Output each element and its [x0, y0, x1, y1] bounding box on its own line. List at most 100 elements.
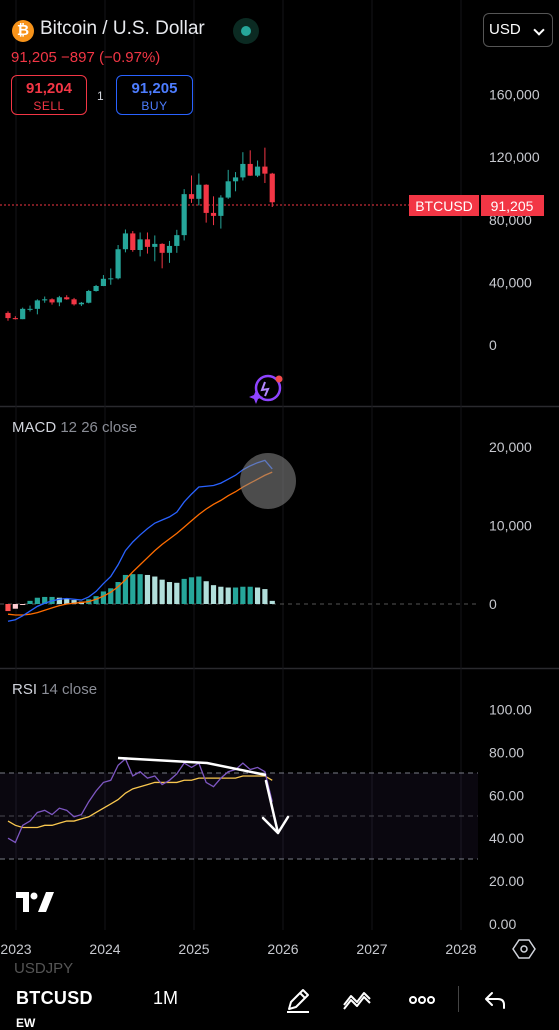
macd-histogram-bar: [210, 585, 217, 604]
macd-histogram-bar: [188, 577, 195, 604]
spread-value: 1: [97, 89, 104, 103]
macd-tick-label: 20,000: [489, 439, 532, 455]
macd-histogram-bar: [64, 598, 70, 604]
price-change: 91,205 −897 (−0.97%): [11, 49, 161, 66]
macd-axis[interactable]: 20,000 10,000 0: [489, 439, 532, 612]
symbol-header: ₿ Bitcoin / U.S. Dollar 91,205 −897 (−0.…: [0, 0, 559, 130]
price-tick-label: 0: [489, 337, 497, 353]
interval-button[interactable]: 1M: [153, 988, 179, 1008]
market-status-icon[interactable]: [233, 18, 259, 44]
macd-histogram-bar: [203, 581, 209, 604]
macd-histogram-bar: [34, 597, 40, 604]
down-arrow-drawing[interactable]: [261, 779, 290, 835]
price-tag-price: 91,205: [491, 198, 534, 214]
buy-button[interactable]: 91,205 BUY: [116, 75, 193, 115]
candle-body: [166, 245, 173, 253]
candle-body: [42, 299, 48, 301]
time-tick-label: 2023: [0, 941, 31, 957]
candle-body: [210, 212, 217, 216]
candle-body: [78, 302, 84, 305]
macd-histogram-bar: [240, 586, 246, 604]
rsi-ma-line: [7, 775, 273, 829]
price-candles: [5, 147, 275, 321]
macd-histogram-bar: [181, 578, 187, 604]
time-tick-label: 2025: [178, 941, 209, 957]
sell-button[interactable]: 91,204 SELL: [11, 75, 87, 115]
macd-histogram-bar: [122, 574, 129, 604]
macd-params: 12 26 close: [60, 419, 138, 436]
macd-histogram-bar: [174, 582, 180, 604]
macd-name: MACD: [12, 419, 57, 436]
sparkle-assistant-icon[interactable]: [249, 374, 283, 405]
bitcoin-logo-icon: ₿: [12, 20, 34, 42]
rsi-legend[interactable]: RSI 14 close: [12, 681, 97, 698]
candle-body: [49, 299, 55, 303]
currency-selector[interactable]: USD: [483, 13, 553, 47]
next-symbol[interactable]: EW: [16, 1016, 36, 1030]
macd-histogram-bar: [71, 600, 77, 604]
candle-body: [93, 285, 99, 292]
rsi-axis[interactable]: 100.00 80.00 60.00 40.00 20.00 0.00: [489, 702, 532, 933]
chart-settings-icon[interactable]: [512, 939, 536, 959]
macd-histogram: [5, 574, 275, 612]
macd-histogram-bar: [12, 604, 18, 609]
macd-histogram-bar: [232, 587, 239, 604]
macd-histogram-bar: [159, 579, 165, 604]
previous-symbol[interactable]: USDJPY: [14, 960, 74, 977]
buy-label: BUY: [141, 99, 168, 113]
macd-histogram-bar: [225, 587, 231, 604]
indicators-icon[interactable]: [342, 985, 372, 1015]
macd-histogram-bar: [42, 596, 48, 604]
macd-histogram-bar: [269, 600, 275, 604]
candle-body: [188, 194, 195, 199]
price-tick-label: 40,000: [489, 274, 532, 290]
macd-histogram-bar: [108, 588, 114, 604]
candle-body: [232, 177, 239, 182]
candle-body: [137, 239, 143, 251]
symbol-button[interactable]: BTCUSD: [16, 988, 93, 1008]
rsi-params: 14 close: [41, 681, 98, 698]
macd-line: [7, 459, 273, 622]
candle-body: [247, 163, 253, 176]
more-options-icon[interactable]: [407, 985, 437, 1015]
candle-body: [196, 184, 202, 199]
candle-body: [115, 249, 121, 279]
candle-body: [56, 297, 62, 303]
candle-body: [203, 184, 209, 213]
rsi-tick-label: 100.00: [489, 702, 532, 718]
macd-histogram-bar: [20, 604, 26, 605]
candle-body: [159, 243, 165, 253]
macd-histogram-bar: [218, 586, 224, 604]
macd-legend[interactable]: MACD 12 26 close: [12, 419, 137, 436]
price-tick-label: 120,000: [489, 149, 540, 165]
candle-body: [100, 278, 107, 286]
price-tick-label: 160,000: [489, 87, 540, 103]
rsi-tick-label: 20.00: [489, 873, 524, 889]
candle-body: [122, 233, 129, 250]
drawing-pen-icon[interactable]: [283, 985, 313, 1015]
macd-histogram-bar: [152, 576, 158, 604]
candle-body: [181, 194, 187, 236]
candle-body: [240, 163, 246, 178]
time-axis[interactable]: 2023 2024 2025 2026 2027 2028: [0, 941, 476, 957]
candle-body: [64, 297, 70, 300]
candle-body: [152, 243, 158, 247]
time-tick-label: 2028: [445, 941, 476, 957]
candle-body: [144, 239, 151, 247]
macd-histogram-bar: [115, 582, 121, 604]
symbol-title[interactable]: Bitcoin / U.S. Dollar: [40, 18, 205, 39]
macd-histogram-bar: [254, 587, 261, 604]
candle-body: [108, 278, 114, 280]
rsi-tick-label: 60.00: [489, 787, 524, 803]
time-tick-label: 2024: [89, 941, 120, 957]
candle-body: [130, 233, 136, 251]
macd-histogram-bar: [130, 574, 136, 604]
candle-body: [269, 173, 275, 203]
candle-body: [12, 318, 18, 320]
undo-icon[interactable]: [480, 985, 510, 1015]
sell-price: 91,204: [26, 80, 72, 97]
candle-body: [27, 308, 33, 310]
divergence-trendline[interactable]: [117, 756, 267, 777]
